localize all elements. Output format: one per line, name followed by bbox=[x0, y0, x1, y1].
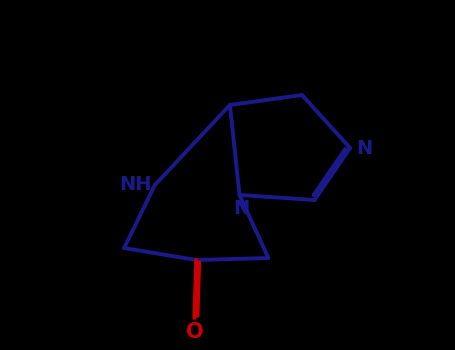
Text: N: N bbox=[233, 199, 250, 218]
Text: NH: NH bbox=[119, 175, 152, 195]
Text: O: O bbox=[186, 322, 203, 342]
Text: N: N bbox=[357, 139, 373, 158]
